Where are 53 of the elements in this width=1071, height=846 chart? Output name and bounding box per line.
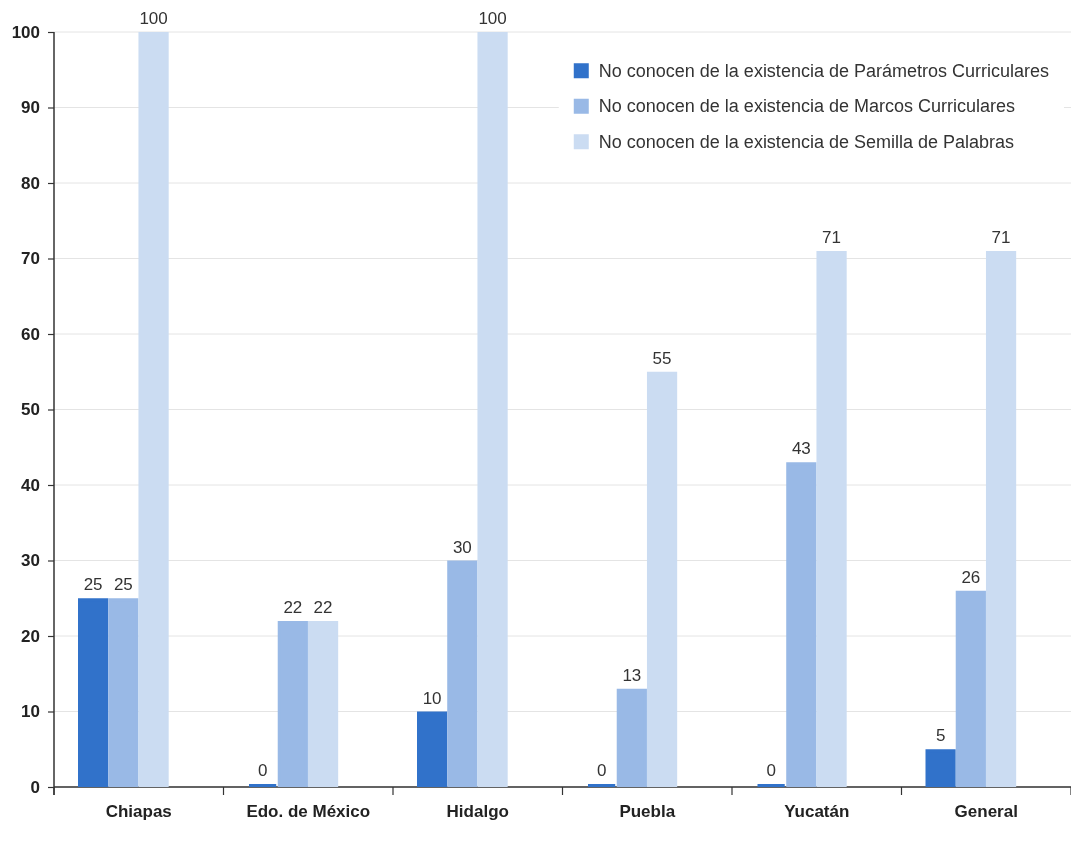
y-tick-label: 100 [11, 22, 40, 42]
y-tick-label: 80 [21, 173, 40, 193]
data-label: 25 [113, 575, 133, 595]
data-label: 55 [652, 348, 672, 368]
y-tick-label: 10 [21, 702, 40, 722]
data-label: 10 [422, 688, 442, 708]
bar [477, 32, 508, 787]
bar [417, 711, 448, 787]
data-label: 5 [935, 726, 946, 746]
bar [108, 598, 139, 787]
y-tick-label: 40 [21, 475, 40, 495]
x-tick-label: General [954, 802, 1018, 822]
bar [955, 590, 986, 787]
y-tick-label: 90 [21, 98, 40, 118]
data-label: 0 [257, 761, 268, 780]
legend-label: No conocen de la existencia de Marcos Curriculares [598, 96, 1015, 117]
x-tick-label: Edo. de México [246, 802, 371, 822]
data-label: 26 [961, 567, 981, 587]
data-label: 71 [822, 227, 842, 247]
bar [78, 598, 109, 787]
bar [447, 560, 478, 787]
bar [277, 620, 308, 787]
data-label: 22 [283, 597, 303, 617]
y-tick-label: 60 [21, 324, 40, 344]
bar [786, 462, 817, 787]
y-tick-label: 30 [21, 551, 40, 571]
bar [307, 620, 339, 787]
x-tick-label: Hidalgo [446, 802, 509, 822]
bar [816, 250, 847, 787]
data-label: 0 [766, 761, 776, 780]
data-label: 100 [478, 9, 507, 28]
data-label: 22 [313, 597, 333, 617]
data-label: 71 [991, 227, 1011, 247]
legend-label: No conocen de la existencia de Semilla de Palabras [598, 131, 1015, 152]
bar [985, 250, 1017, 787]
bar [646, 371, 678, 787]
data-label: 0 [596, 761, 607, 780]
legend-label: No conocen de la existencia de Parámetros Curriculares [598, 60, 1049, 81]
data-label: 43 [791, 439, 811, 459]
bar [616, 688, 647, 787]
data-label: 30 [452, 537, 472, 557]
data-label: 25 [83, 575, 103, 595]
x-tick-label: Chiapas [105, 802, 172, 822]
data-label: 100 [139, 9, 168, 28]
data-label: 13 [622, 665, 642, 685]
y-tick-label: 20 [21, 626, 40, 646]
bar [925, 749, 956, 787]
x-tick-label: Puebla [619, 802, 676, 822]
x-tick-label: Yucatán [784, 802, 850, 822]
y-tick-label: 0 [30, 777, 40, 797]
y-tick-label: 70 [21, 249, 40, 269]
y-tick-label: 50 [21, 400, 40, 420]
bar [138, 32, 169, 787]
